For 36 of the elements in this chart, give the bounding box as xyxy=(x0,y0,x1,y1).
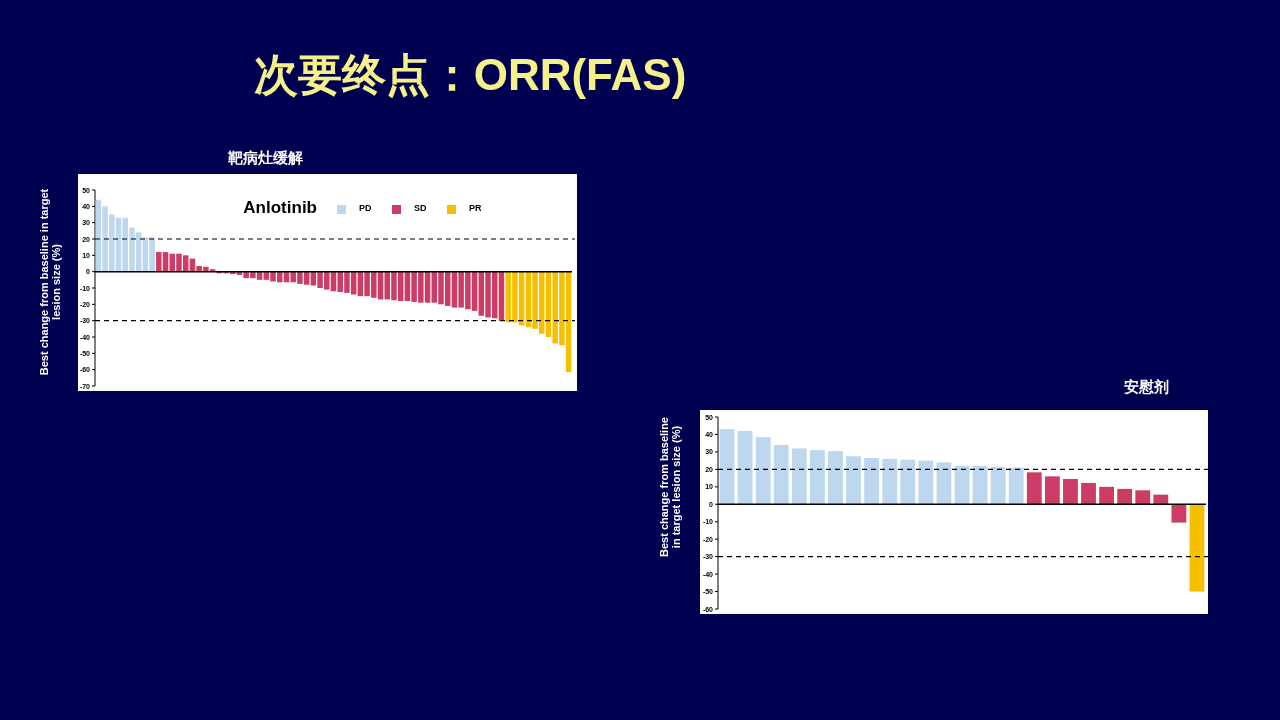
legend-label: PD xyxy=(359,203,372,213)
bar xyxy=(1099,486,1114,505)
legend-label: PR xyxy=(469,203,482,213)
y-axis-title: Best change from baseline in target lesion size (%) xyxy=(658,417,682,557)
bar xyxy=(1135,490,1151,505)
bar xyxy=(1008,467,1024,505)
bar xyxy=(954,465,970,505)
bar xyxy=(900,459,916,505)
legend-label: SD xyxy=(414,203,427,213)
y-axis-title: Best change from baseline in target lesion size (%) xyxy=(38,188,62,376)
bar xyxy=(1153,494,1169,505)
bar xyxy=(1044,476,1060,505)
bar xyxy=(773,444,789,505)
chart-title: 安慰剂 xyxy=(1123,378,1169,395)
bar xyxy=(737,430,753,505)
bar xyxy=(1189,504,1205,592)
text: 次要终点：ORR(FAS) xyxy=(253,50,687,99)
bar xyxy=(719,429,735,505)
bar xyxy=(810,450,825,505)
bar xyxy=(990,466,1006,505)
legend-title: Anlotinib xyxy=(243,198,317,217)
bar xyxy=(828,451,843,505)
bar xyxy=(1171,504,1187,523)
bar xyxy=(846,456,861,505)
bar xyxy=(972,465,988,505)
bar xyxy=(864,458,880,505)
bar xyxy=(936,462,952,505)
bar xyxy=(1026,472,1042,505)
bar xyxy=(1063,478,1078,505)
bar xyxy=(755,437,771,505)
bar xyxy=(791,448,807,505)
chart-title: 靶病灶缓解 xyxy=(226,149,303,166)
bar xyxy=(882,458,898,505)
bar xyxy=(1081,482,1096,505)
bar xyxy=(1117,488,1133,505)
bar xyxy=(918,460,934,505)
